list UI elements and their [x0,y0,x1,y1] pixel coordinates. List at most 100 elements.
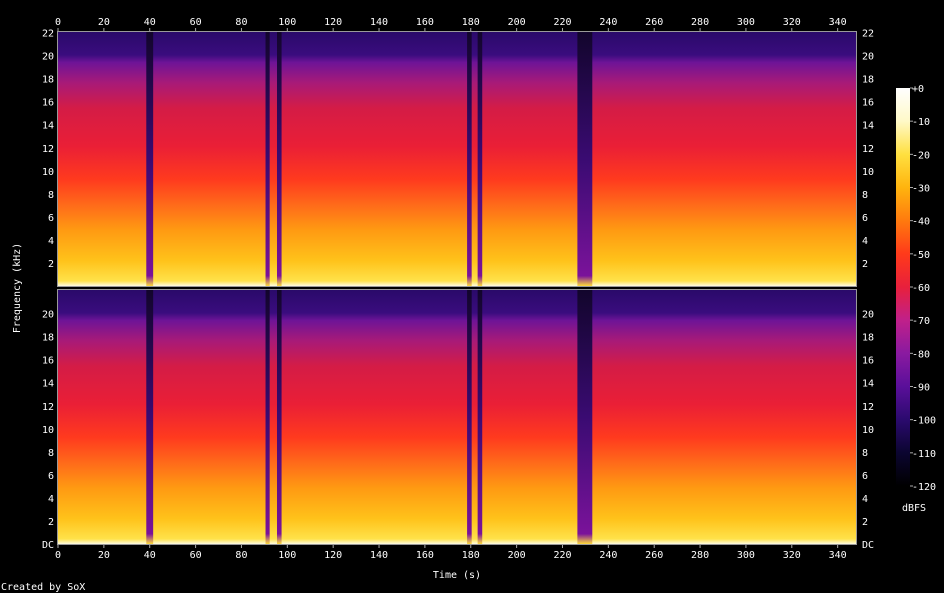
x-tick-label-bottom: 240 [599,550,617,561]
x-tick-label-bottom: 280 [691,550,709,561]
x-tick-label-bottom: 220 [553,550,571,561]
y-axis-label: Frequency (kHz) [12,243,23,333]
y-tick-label-right: 10 [862,425,874,436]
y-tick-label-right: 18 [862,333,874,344]
x-tick-label-top: 40 [144,17,156,28]
colorbar-tick-label: -60 [912,283,930,294]
y-tick-label-left: 6 [48,471,54,482]
y-tick-label-left: 14 [42,379,54,390]
y-tick-label-right: 6 [862,213,868,224]
silent-gap [276,290,282,544]
y-tick-label-left: DC [42,540,54,551]
y-tick-label-left: 14 [42,121,54,132]
x-axis-label: Time (s) [433,570,481,581]
y-tick-label-left: 12 [42,144,54,155]
y-tick-label-right: 2 [862,259,868,270]
x-tick-label-top: 160 [416,17,434,28]
y-tick-label-right: 2 [862,517,868,528]
x-tick-label-bottom: 140 [370,550,388,561]
y-tick-label-left: 10 [42,167,54,178]
y-tick-label-left: 8 [48,448,54,459]
y-tick-label-right: 18 [862,75,874,86]
channel-frame [57,289,857,545]
x-tick-label-top: 320 [783,17,801,28]
x-tick-label-bottom: 0 [55,550,61,561]
x-tick-label-top: 0 [55,17,61,28]
y-tick-label-left: 2 [48,517,54,528]
x-tick-label-bottom: 60 [190,550,202,561]
x-tick-label-bottom: 260 [645,550,663,561]
x-tick-label-bottom: 40 [144,550,156,561]
colorbar-tick-label: -90 [912,383,930,394]
y-tick-label-right: 20 [862,52,874,63]
x-tick-label-bottom: 200 [508,550,526,561]
silent-gap [276,32,282,286]
colorbar-tick-label: -40 [912,217,930,228]
y-tick-label-left: 16 [42,98,54,109]
y-tick-label-left: 10 [42,425,54,436]
y-tick-label-right: 8 [862,190,868,201]
y-tick-label-left: 20 [42,310,54,321]
y-tick-label-right: 4 [862,494,868,505]
silent-gap [467,32,472,286]
silent-gap [467,290,472,544]
x-tick-label-top: 100 [278,17,296,28]
colorbar-tick-label: -70 [912,316,930,327]
silent-gap [577,32,593,286]
colorbar [896,88,910,486]
x-tick-label-top: 60 [190,17,202,28]
x-tick-label-bottom: 100 [278,550,296,561]
y-tick-label-right: 12 [862,402,874,413]
x-tick-label-bottom: 120 [324,550,342,561]
y-tick-label-right: 6 [862,471,868,482]
silent-gap [477,290,483,544]
x-tick-label-bottom: 180 [462,550,480,561]
y-tick-label-right: 12 [862,144,874,155]
x-tick-label-top: 280 [691,17,709,28]
spectrogram-channel-2 [58,290,856,544]
colorbar-tick-label: +0 [912,84,924,95]
colorbar-tick-label: -100 [912,416,936,427]
y-tick-label-left: 2 [48,259,54,270]
credit-text: Created by SoX [1,582,85,593]
colorbar-tick-label: -10 [912,117,930,128]
y-tick-label-left: 12 [42,402,54,413]
x-tick-label-top: 80 [235,17,247,28]
silent-gap [577,290,593,544]
x-tick-label-top: 180 [462,17,480,28]
x-tick-label-top: 120 [324,17,342,28]
y-tick-label-left: 4 [48,236,54,247]
x-tick-label-top: 340 [829,17,847,28]
colorbar-tick-label: -50 [912,250,930,261]
y-tick-label-left: 18 [42,333,54,344]
silent-gap [146,290,154,544]
x-tick-label-bottom: 80 [235,550,247,561]
colorbar-tick-label: -110 [912,449,936,460]
silent-gap [265,32,270,286]
y-tick-label-left: 16 [42,356,54,367]
y-tick-label-left: 22 [42,29,54,40]
y-tick-label-left: 18 [42,75,54,86]
silent-gap [477,32,483,286]
silent-gap [146,32,154,286]
x-tick-label-top: 220 [553,17,571,28]
y-tick-label-right: 8 [862,448,868,459]
y-tick-label-left: 6 [48,213,54,224]
colorbar-tick-label: -30 [912,184,930,195]
y-tick-label-left: 4 [48,494,54,505]
channel-frame [57,31,857,287]
x-tick-label-top: 20 [98,17,110,28]
y-tick-label-right: 20 [862,310,874,321]
x-tick-label-bottom: 160 [416,550,434,561]
x-tick-label-top: 200 [508,17,526,28]
x-tick-label-bottom: 300 [737,550,755,561]
y-tick-label-right: 4 [862,236,868,247]
x-tick-label-bottom: 340 [829,550,847,561]
y-tick-label-right: 16 [862,356,874,367]
y-tick-label-right: 10 [862,167,874,178]
x-tick-label-bottom: 20 [98,550,110,561]
colorbar-tick-label: -120 [912,482,936,493]
y-tick-label-right: DC [862,540,874,551]
y-tick-label-left: 20 [42,52,54,63]
